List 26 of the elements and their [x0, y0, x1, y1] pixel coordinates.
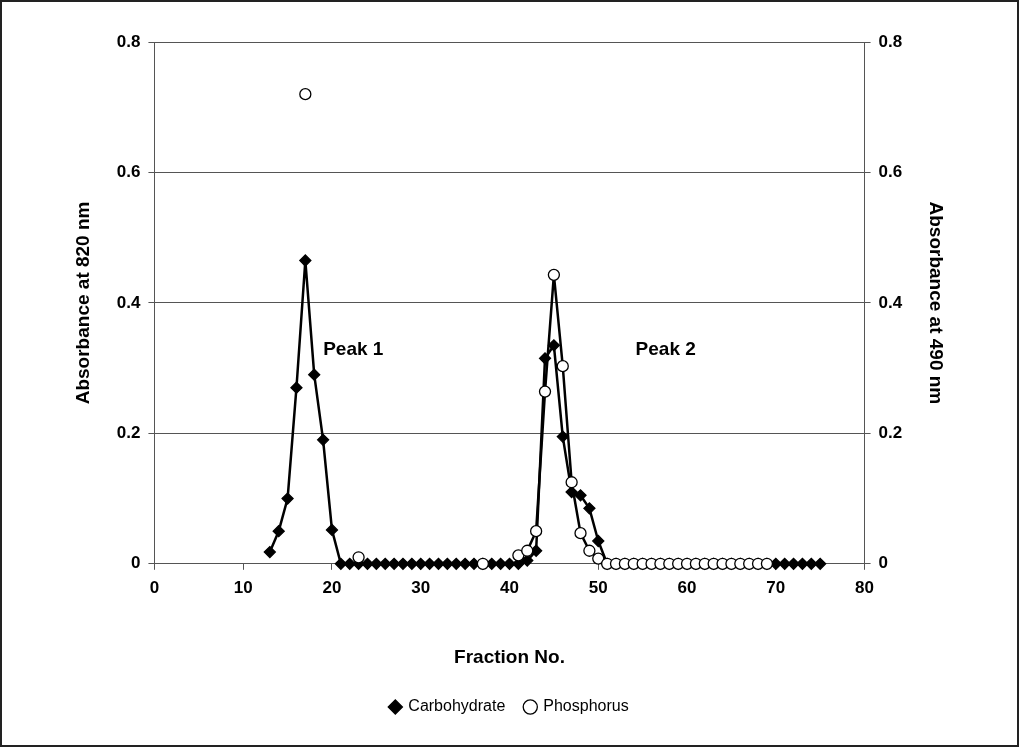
- x-tick-label: 30: [411, 577, 431, 597]
- legend-label: Phosphorus: [543, 697, 629, 715]
- y-tick-label: 0.6: [116, 162, 141, 182]
- y-tick-label: 0: [130, 553, 141, 573]
- y-tick-label: 0.4: [116, 292, 141, 312]
- x-tick-label: 80: [855, 577, 875, 597]
- y2-tick-label: 0.4: [878, 292, 903, 312]
- y2-axis-title: Absorbance at 490 nm: [926, 201, 948, 405]
- y2-tick-label: 0.2: [878, 423, 903, 443]
- x-tick-label: 70: [766, 577, 786, 597]
- x-tick-label: 40: [500, 577, 519, 597]
- x-tick-label: 0: [149, 577, 160, 597]
- x-tick-label: 60: [677, 577, 697, 597]
- y2-tick-label: 0.6: [878, 162, 903, 182]
- x-tick-label: 20: [322, 577, 342, 597]
- x-tick-label: 50: [588, 577, 608, 597]
- y2-tick-label: 0: [878, 553, 889, 573]
- y2-tick-label: 0.8: [878, 31, 903, 51]
- annotation: Peak 2: [635, 338, 696, 360]
- x-tick-label: 10: [233, 577, 253, 597]
- y-tick-label: 0.2: [116, 423, 141, 443]
- legend-label: Carbohydrate: [408, 697, 506, 715]
- y-tick-label: 0.8: [116, 31, 141, 51]
- x-axis-title: Fraction No.: [454, 645, 565, 667]
- y-axis-title: Absorbance at 820 nm: [71, 201, 93, 405]
- annotation: Peak 1: [323, 338, 384, 360]
